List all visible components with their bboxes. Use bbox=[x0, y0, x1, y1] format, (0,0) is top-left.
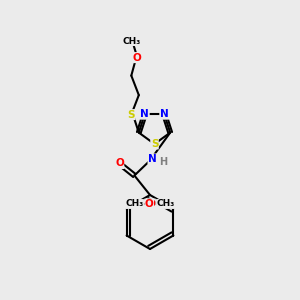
Text: N: N bbox=[140, 109, 149, 119]
Text: O: O bbox=[133, 52, 142, 63]
Text: O: O bbox=[145, 199, 154, 209]
Text: CH₃: CH₃ bbox=[125, 200, 143, 208]
Text: CH₃: CH₃ bbox=[157, 200, 175, 208]
Text: S: S bbox=[151, 139, 158, 149]
Text: N: N bbox=[148, 154, 157, 164]
Text: CH₃: CH₃ bbox=[122, 37, 140, 46]
Text: S: S bbox=[128, 110, 135, 120]
Text: N: N bbox=[160, 109, 169, 119]
Text: O: O bbox=[146, 199, 155, 209]
Text: O: O bbox=[115, 158, 124, 169]
Text: H: H bbox=[159, 157, 168, 167]
